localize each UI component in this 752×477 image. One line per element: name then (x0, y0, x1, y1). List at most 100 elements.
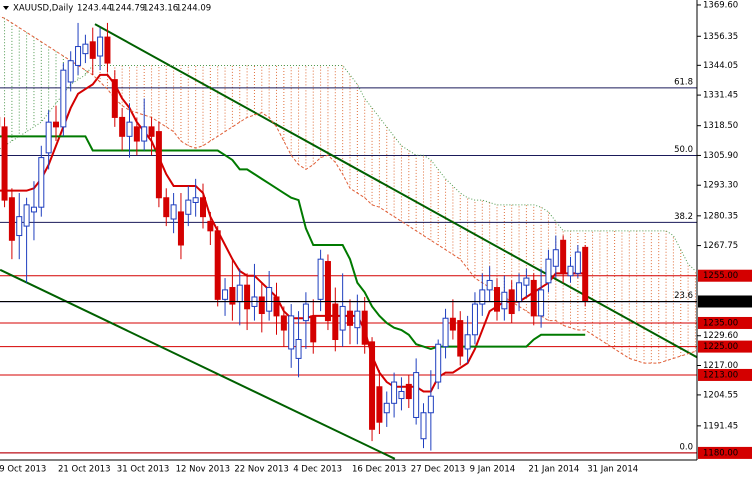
candle-body (567, 265, 574, 277)
candle-body (280, 315, 287, 331)
x-tick-label: 21 Jan 2014 (528, 465, 579, 475)
header-low: 1243.16 (143, 4, 178, 14)
candle-body (552, 249, 559, 267)
candle-body (23, 204, 30, 227)
candle-body (457, 320, 464, 357)
y-tick-label: 1356.35 (703, 32, 738, 42)
candle-body (192, 197, 199, 203)
level-label: 1180.00 (703, 448, 738, 458)
candle-body (8, 197, 15, 241)
candle-body (266, 287, 273, 312)
candle-body (288, 315, 295, 350)
candle-body (486, 279, 493, 291)
candle-body (16, 216, 23, 237)
level-label: 1235.00 (703, 318, 738, 328)
candle-body (538, 289, 545, 317)
candle-body (310, 315, 317, 343)
level-label: 1213.00 (703, 370, 738, 380)
y-tick-label: 1204.55 (703, 390, 738, 400)
candle-body (413, 372, 420, 418)
plot-area: 61.8 50.0 38.2 23.6 0.0 (0, 16, 697, 460)
candle-body (369, 341, 376, 430)
last-price-label: 1244.09 (703, 297, 738, 307)
candle-body (222, 289, 229, 300)
candle-body (185, 199, 192, 215)
level-label: 1225.00 (703, 342, 738, 352)
x-tick-label: 21 Oct 2013 (58, 465, 111, 475)
y-tick-label: 1305.90 (703, 151, 738, 161)
x-tick-label: 9 Oct 2013 (0, 465, 46, 475)
candle-body (376, 386, 383, 423)
candle-body (60, 69, 67, 128)
candle-body (45, 121, 52, 154)
candle-body (523, 277, 530, 286)
menu-icon[interactable] (3, 6, 9, 10)
y-tick-label: 1191.45 (703, 421, 738, 431)
candle-body (516, 282, 523, 303)
candle-body (435, 343, 442, 383)
x-tick-label: 27 Dec 2013 (411, 465, 465, 475)
candle-body (82, 43, 89, 55)
candle-body (324, 261, 331, 322)
candle-body (427, 395, 434, 414)
level-label: 1255.00 (703, 271, 738, 281)
x-tick-label: 12 Nov 2013 (176, 465, 230, 475)
symbol: XAUUSD,Daily (13, 4, 73, 14)
candle-body (464, 334, 471, 350)
header: XAUUSD,Daily 1243.44 1244.79 1243.16 124… (3, 4, 211, 14)
x-tick-label: 31 Oct 2013 (117, 465, 170, 475)
fib-label: 50.0 (674, 145, 693, 155)
candle-body (383, 402, 390, 414)
candle-body (126, 121, 133, 137)
x-tick-label: 16 Dec 2013 (352, 465, 406, 475)
candle-body (347, 310, 353, 326)
x-tick-label: 4 Dec 2013 (293, 465, 342, 475)
fib-label: 38.2 (674, 212, 693, 222)
level-box (698, 446, 752, 459)
fib-label: 0.0 (679, 442, 693, 452)
level-box (698, 269, 752, 282)
candle-body (67, 60, 74, 83)
candle-body (89, 41, 96, 59)
y-tick-label: 1217.00 (703, 361, 738, 371)
candle-body (391, 381, 398, 404)
fib-label: 61.8 (674, 77, 693, 87)
candle-body (258, 296, 265, 315)
candle-body (479, 289, 486, 305)
candle-body (339, 305, 346, 331)
candle-body (111, 79, 118, 118)
header-high: 1244.79 (110, 4, 145, 14)
candle-body (420, 412, 427, 440)
candle-body (141, 126, 148, 142)
candle-body (398, 390, 405, 400)
candle-body (75, 46, 82, 66)
candle-body (155, 131, 162, 199)
last-price-box (698, 295, 752, 308)
candle-body (148, 126, 155, 137)
level-box (698, 316, 752, 329)
candle-body (1, 126, 8, 201)
x-tick-label: 9 Jan 2014 (470, 465, 516, 475)
y-tick-label: 1344.05 (703, 61, 738, 71)
y-tick-label: 1331.45 (703, 91, 738, 101)
y-tick-label: 1369.60 (703, 0, 738, 10)
level-box (698, 368, 752, 381)
candle-body (501, 291, 508, 310)
candle-body (38, 157, 45, 208)
candle-body (449, 317, 456, 331)
candle-body (405, 383, 412, 400)
candle-body (229, 287, 236, 305)
indicator-line (0, 64, 696, 272)
candle-body (244, 284, 251, 310)
y-tick-label: 1267.75 (703, 241, 738, 251)
candle-body (295, 339, 302, 359)
candle-body (104, 36, 111, 64)
level-box (698, 340, 752, 353)
candle-body (273, 296, 280, 317)
candle-body (545, 258, 552, 284)
candle-body (163, 197, 170, 218)
candle-body (582, 246, 589, 302)
